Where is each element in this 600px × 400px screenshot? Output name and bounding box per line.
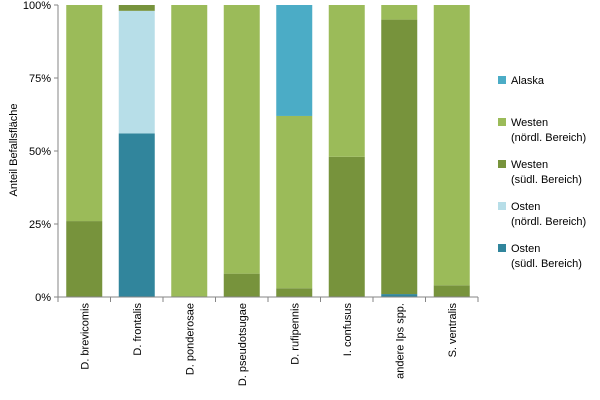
legend-swatch [498,76,506,84]
bar-segment [381,5,418,20]
legend-label: (nördl. Bereich) [511,132,586,144]
y-tick-label: 75% [29,73,51,85]
y-tick-label: 50% [29,146,51,158]
legend-label: Westen [511,159,548,171]
x-tick-label: S. ventralis [447,303,459,358]
legend: Alaska Westen (nördl. Bereich) Westen (südl.… [498,75,586,270]
x-axis: D. brevicomis D. frontalis D. ponderosae D.… [57,296,479,386]
x-tick-label: D. brevicomis [79,303,91,370]
x-tick-label: D. rufipennis [289,303,301,365]
legend-label: (nördl. Bereich) [511,216,586,228]
bar-segment [381,294,418,297]
bar-segment [171,5,208,297]
bar-segment [66,221,103,297]
bar-segment [223,5,260,274]
x-tick-label: andere Ips spp. [394,303,406,379]
bar-segment [433,285,470,297]
legend-label: Westen [511,117,548,129]
bar-segment [433,5,470,286]
bar-segment [328,156,365,297]
legend-swatch [498,244,506,252]
bar-segment [66,5,103,222]
bar-segment [328,5,365,157]
x-tick-label: D. ponderosae [184,303,196,375]
legend-label: Alaska [511,75,545,87]
legend-label: Osten [511,201,540,213]
y-tick-label: 25% [29,219,51,231]
legend-label: Osten [511,243,540,255]
legend-label: (südl. Bereich) [511,258,582,270]
bar-segment [381,19,418,295]
plot-area [66,5,470,297]
legend-swatch [498,118,506,126]
y-axis-title: Anteil Befallsfläche [8,104,20,197]
bar-segment [118,5,155,11]
legend-swatch [498,202,506,210]
bar-segment [276,5,313,116]
legend-swatch [498,160,506,168]
bar-segment [276,115,313,289]
y-axis: 0% 25% 50% 75% 100% [23,0,59,304]
legend-label: (südl. Bereich) [511,174,582,186]
bar-segment [223,273,260,297]
x-tick-label: D. pseudotsugae [237,303,249,386]
y-tick-label: 100% [23,0,51,12]
y-tick-label: 0% [35,292,51,304]
bar-segment [118,133,155,297]
bar-segment [118,10,155,134]
bar-segment [276,288,313,297]
x-tick-label: D. frontalis [132,303,144,356]
x-tick-label: I. confusus [342,303,354,357]
